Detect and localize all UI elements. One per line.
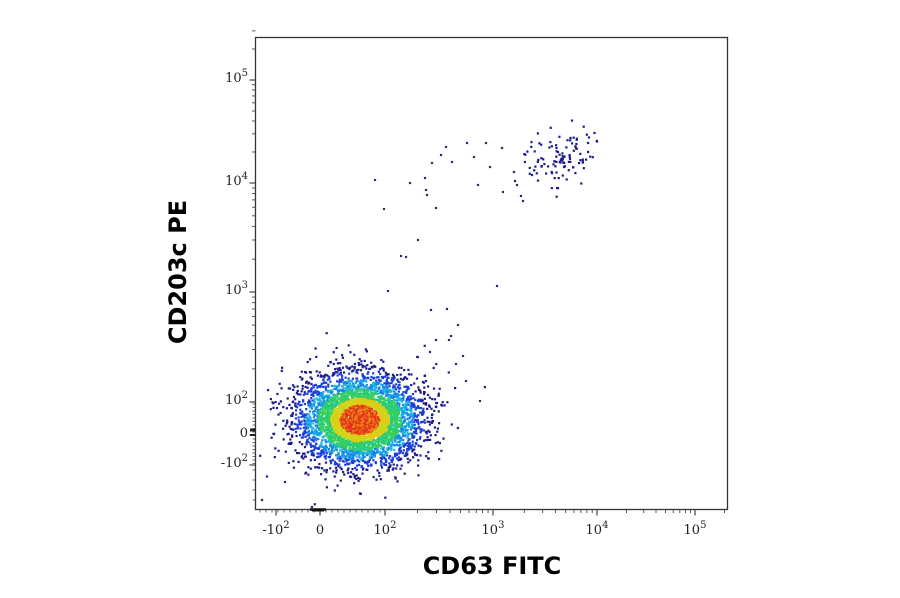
y-tick-label: 102 [225, 390, 248, 408]
y-axis-label: CD203c PE [164, 199, 192, 345]
data-points [259, 119, 599, 509]
x-tick-label: -102 [262, 520, 290, 538]
y-tick-label: 103 [225, 280, 248, 298]
axes [249, 30, 729, 516]
x-axis-label: CD63 FITC [422, 552, 562, 580]
x-tick-label: 0 [315, 523, 325, 538]
y-tick-label: 104 [225, 171, 248, 189]
x-tick-label: 105 [683, 520, 707, 538]
x-tick-label: 102 [373, 520, 397, 538]
x-tick-label: 103 [481, 520, 505, 538]
y-tick-label: 105 [225, 68, 248, 86]
y-tick-label: -102 [220, 453, 248, 471]
plot-frame [254, 36, 729, 511]
x-tick-label: 104 [585, 520, 609, 538]
y-tick-label: 0 [239, 426, 248, 441]
